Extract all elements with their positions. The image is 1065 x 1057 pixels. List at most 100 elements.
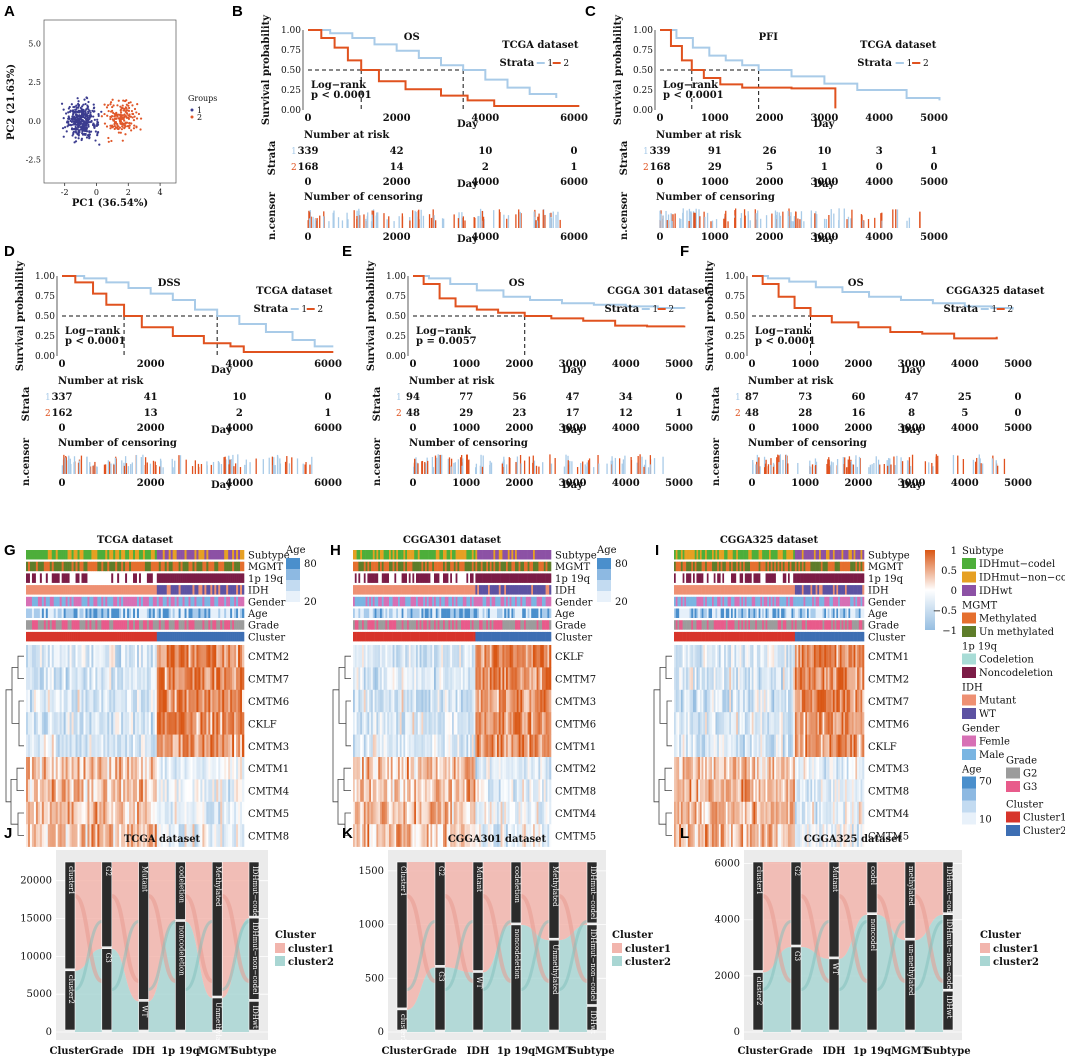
annotation-cell bbox=[204, 561, 207, 572]
pca-point-group1 bbox=[86, 115, 89, 118]
annotation-cell bbox=[401, 561, 404, 572]
annotation-cell bbox=[439, 596, 442, 607]
risk-cell: 94 bbox=[406, 392, 420, 403]
survival-ytick: 1.00 bbox=[386, 272, 406, 282]
annotation-cell bbox=[174, 573, 177, 583]
annotation-cell bbox=[85, 585, 88, 595]
heatmap-cell bbox=[543, 712, 546, 735]
annotation-cell bbox=[35, 585, 39, 595]
annotation-cell bbox=[222, 608, 225, 618]
annotation-cell bbox=[113, 620, 116, 630]
survival-xtick: 2000 bbox=[505, 359, 533, 370]
annotation-cell bbox=[117, 620, 120, 630]
annotation-cell bbox=[432, 608, 435, 618]
annotation-cell bbox=[497, 596, 500, 607]
annotation-cell bbox=[26, 631, 29, 642]
heatmap-cell bbox=[224, 667, 227, 691]
annotation-cell bbox=[200, 573, 203, 583]
annotation-cell bbox=[369, 550, 372, 560]
heatmap-cell bbox=[67, 712, 70, 735]
heatmap-cell bbox=[115, 801, 118, 825]
heatmap-cell bbox=[216, 645, 219, 668]
annotation-cell bbox=[47, 596, 51, 607]
heatmap-cell bbox=[43, 689, 47, 713]
annotation-cell bbox=[511, 550, 514, 560]
annotation-cell bbox=[529, 631, 532, 642]
heatmap-cell bbox=[27, 667, 31, 691]
panel-label-g: G bbox=[4, 542, 16, 559]
heatmap-cell bbox=[363, 645, 366, 668]
heatmap-cell bbox=[234, 689, 237, 713]
annotation-cell bbox=[91, 550, 94, 560]
annotation-cell bbox=[41, 631, 45, 642]
heatmap-cell bbox=[39, 779, 43, 803]
heatmap-cell bbox=[26, 645, 29, 668]
heatmap-cell bbox=[73, 667, 76, 691]
heatmap-cell bbox=[477, 734, 480, 758]
heatmap-cell bbox=[198, 712, 201, 735]
heatmap-row bbox=[26, 689, 245, 713]
heatmap-cell bbox=[210, 757, 213, 780]
pca-point-group2 bbox=[122, 109, 125, 112]
annotation-cell bbox=[545, 550, 548, 560]
risk-cell: 25 bbox=[958, 392, 972, 403]
heatmap-cell bbox=[477, 689, 480, 713]
heatmap-cell bbox=[146, 645, 150, 668]
risk-xtick: 6000 bbox=[560, 177, 588, 188]
annotation-cell bbox=[522, 620, 525, 630]
annotation-cell bbox=[369, 561, 372, 572]
pca-axes: -2 0 2 45.02.50.0-2.5 bbox=[26, 39, 163, 197]
annotation-cell bbox=[403, 585, 406, 595]
heatmap-cell bbox=[115, 689, 118, 713]
heatmap-cell bbox=[385, 712, 388, 735]
heatmap-cell bbox=[180, 757, 183, 780]
annotation-cell bbox=[516, 631, 519, 642]
heatmap-cell bbox=[488, 645, 491, 668]
annotation-cell bbox=[380, 596, 383, 607]
annotation-cell bbox=[430, 620, 433, 630]
annotation-cell bbox=[414, 608, 417, 618]
annotation-cell bbox=[475, 550, 478, 560]
pca-point-group2 bbox=[127, 104, 130, 107]
heatmap-cell bbox=[202, 734, 205, 758]
heatmap-cell bbox=[186, 801, 189, 825]
heatmap-cell bbox=[164, 779, 168, 803]
annotation-cell bbox=[51, 620, 55, 630]
heatmap-cell bbox=[138, 779, 142, 803]
heatmap-cell bbox=[204, 712, 207, 735]
heatmap-cell bbox=[156, 667, 160, 691]
risk-xtick: 0 bbox=[749, 423, 756, 434]
risk-cell: 0 bbox=[325, 392, 332, 403]
annotation-cell bbox=[468, 631, 471, 642]
annotation-cell bbox=[515, 585, 518, 595]
annotation-cell bbox=[182, 608, 185, 618]
curve-strata-2 bbox=[752, 275, 998, 340]
risk-table-strata-axis: Strata bbox=[619, 140, 630, 175]
annotation-cell bbox=[73, 561, 76, 572]
pca-point-group1 bbox=[76, 97, 79, 100]
heatmap-cell bbox=[367, 712, 370, 735]
pca-point-group2 bbox=[118, 126, 122, 129]
annotation-cell bbox=[160, 608, 164, 618]
censor-axis-label: n.censor bbox=[711, 437, 722, 486]
annotation-cell bbox=[534, 585, 537, 595]
censor-xtick: 6000 bbox=[560, 232, 588, 243]
heatmap-cell bbox=[543, 734, 546, 758]
annotation-cell bbox=[202, 620, 205, 630]
heatmap-cell bbox=[374, 645, 377, 668]
annotation-cell bbox=[206, 550, 209, 560]
annotation-cell bbox=[536, 596, 539, 607]
pca-point-group1 bbox=[81, 113, 84, 116]
annotation-cell bbox=[119, 561, 122, 572]
annotation-cell bbox=[461, 608, 464, 618]
censor-xtick: 4000 bbox=[225, 478, 253, 489]
heatmap-cell bbox=[176, 667, 179, 691]
pca-point-group2 bbox=[119, 131, 122, 134]
heatmap-cell bbox=[119, 801, 122, 825]
annotation-cell bbox=[176, 620, 179, 630]
annotation-cell bbox=[443, 573, 446, 583]
annotation-cell bbox=[182, 631, 185, 642]
annotation-label: Grade bbox=[555, 621, 586, 632]
heatmap-cell bbox=[53, 712, 57, 735]
annotation-cell bbox=[354, 596, 357, 607]
